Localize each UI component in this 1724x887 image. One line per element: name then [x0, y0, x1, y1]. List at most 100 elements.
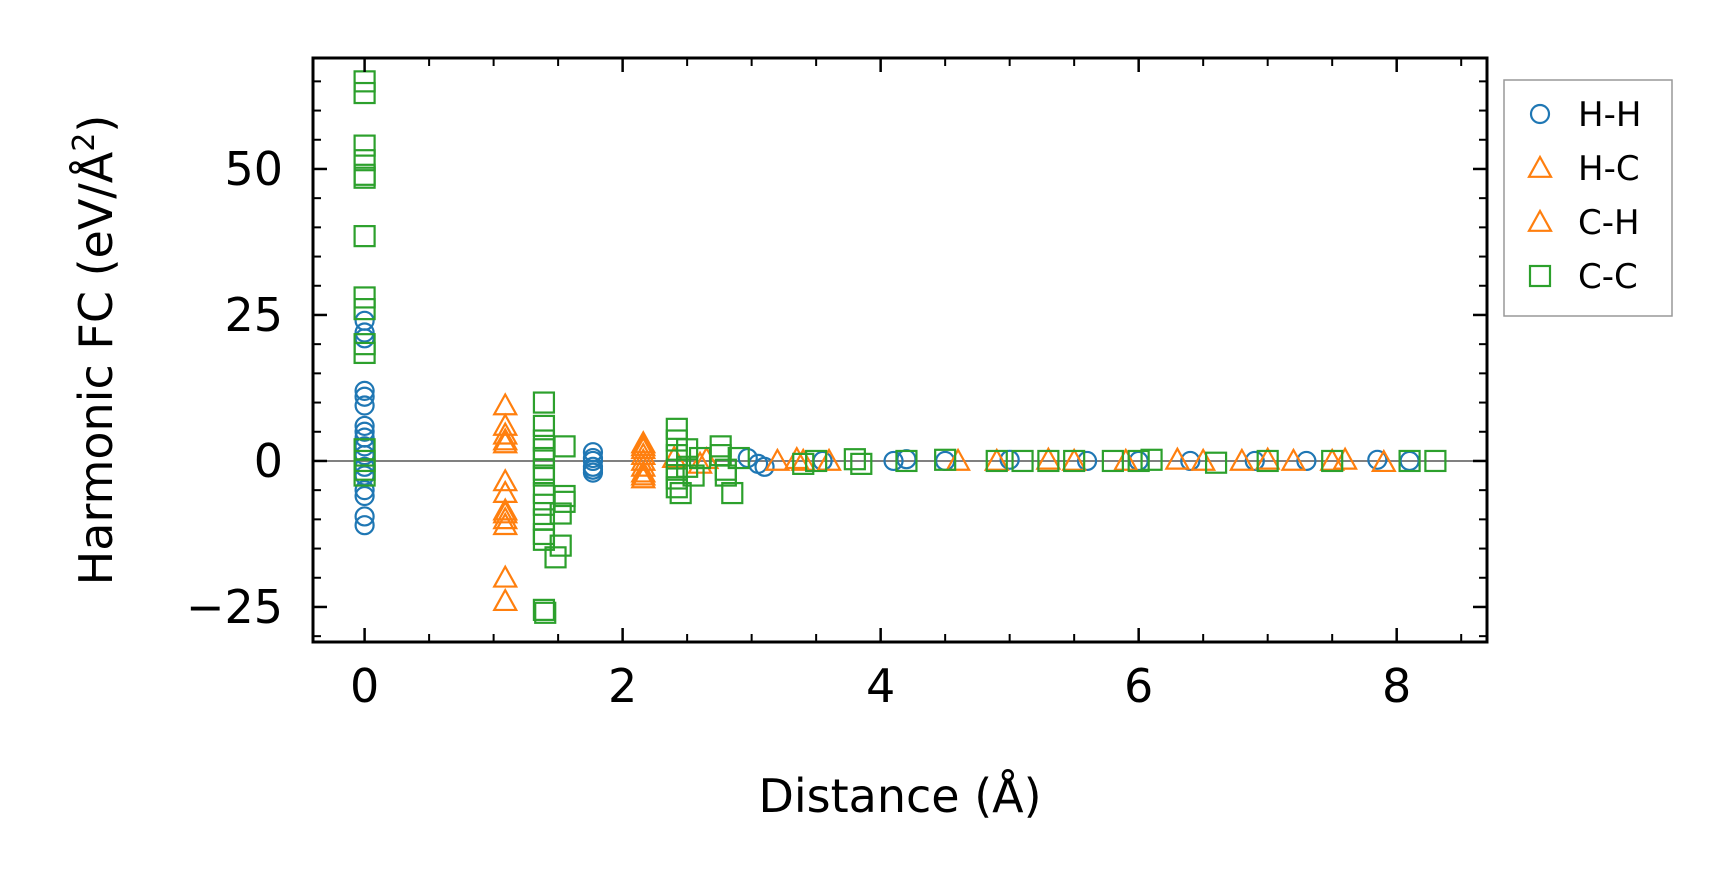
data-point [532, 458, 556, 481]
x-tick-label: 0 [350, 659, 379, 713]
data-point [353, 341, 376, 365]
data-point [492, 506, 519, 530]
plot-area [311, 56, 1489, 644]
data-point [582, 442, 604, 463]
data-point [630, 465, 657, 489]
data-point [354, 506, 375, 527]
data-point [1254, 446, 1281, 470]
data-point [1256, 449, 1279, 473]
data-point [1011, 449, 1034, 473]
data-point [1370, 448, 1397, 473]
data-point [534, 601, 557, 624]
data-point [353, 225, 376, 248]
legend-label-c-c: C-C [1578, 257, 1638, 297]
data-point [492, 430, 519, 454]
data-point [850, 452, 873, 475]
data-point [492, 511, 519, 536]
data-point [676, 438, 699, 461]
legend-label-h-c: H-C [1578, 149, 1640, 189]
data-point [754, 456, 775, 477]
data-point [669, 481, 692, 505]
data-point [783, 445, 810, 470]
data-point [1424, 449, 1447, 473]
data-point [630, 433, 657, 457]
axes-frame [311, 56, 1489, 644]
legend-label-h-h: H-H [1578, 95, 1641, 135]
x-axis-label: Distance (Å) [758, 769, 1041, 823]
data-point [714, 464, 737, 487]
data-point [1367, 449, 1388, 470]
legend-label-c-h: C-H [1578, 203, 1640, 243]
data-point [1112, 447, 1139, 471]
data-point [353, 298, 376, 321]
legend-marker-h-c [1527, 154, 1553, 178]
data-point [1244, 450, 1265, 472]
data-point [492, 497, 519, 521]
data-point [532, 446, 556, 470]
data-point [792, 452, 815, 475]
data-point [714, 458, 737, 481]
data-point [790, 447, 817, 471]
data-point [1229, 447, 1255, 471]
data-point [532, 438, 556, 461]
data-point [682, 464, 705, 487]
data-point [630, 453, 657, 477]
data-point [353, 464, 376, 487]
data-point [1332, 446, 1358, 470]
axis-ticks [313, 58, 1487, 642]
x-tick-label: 4 [866, 659, 895, 713]
data-point [630, 462, 657, 486]
legend-marker-h-h [1529, 103, 1551, 125]
data-point [532, 464, 556, 487]
data-point [1164, 446, 1191, 470]
data-point [353, 149, 376, 172]
data-point [1101, 449, 1124, 473]
y-tick-label: 0 [254, 434, 283, 488]
data-point [354, 310, 375, 331]
series-c-c [353, 70, 1447, 624]
y-axis-label-main: Harmonic FC (eV/Å [69, 151, 123, 585]
data-point [354, 322, 375, 343]
data-point [532, 528, 556, 551]
data-point [1140, 448, 1163, 471]
data-point [492, 587, 519, 612]
data-point [492, 421, 519, 445]
data-point [532, 414, 556, 438]
data-point [532, 391, 556, 414]
data-point [354, 421, 375, 442]
data-point [727, 446, 750, 470]
data-point [354, 395, 375, 416]
data-point [354, 415, 375, 437]
data-point [553, 435, 576, 458]
data-markers [353, 70, 1447, 624]
data-point [985, 449, 1008, 473]
data-point [492, 500, 519, 524]
axis-labels: 0 2 4 6 8 −25 0 25 50 Distance (Å) Harmonic FC (eV… [67, 115, 1411, 823]
x-tick-label: 2 [608, 659, 637, 713]
data-point [549, 502, 572, 525]
legend-marker-c-h [1527, 208, 1553, 232]
series-c-h [492, 427, 1346, 524]
data-point [983, 447, 1010, 471]
data-point [492, 412, 519, 436]
data-point [1035, 446, 1062, 470]
data-point [1296, 450, 1317, 472]
data-point [353, 70, 376, 93]
data-point [492, 564, 519, 588]
data-point [805, 449, 828, 473]
y-tick-label: −25 [186, 580, 283, 634]
data-point [895, 449, 918, 473]
data-point [630, 459, 657, 483]
data-point [630, 436, 657, 460]
data-point [353, 81, 376, 105]
data-point [687, 450, 713, 474]
data-point [353, 134, 376, 157]
data-point [353, 286, 376, 309]
data-point [549, 534, 572, 557]
y-tick-label: 25 [224, 288, 283, 342]
data-point [544, 546, 567, 569]
data-point [492, 392, 519, 416]
data-point [354, 515, 375, 536]
